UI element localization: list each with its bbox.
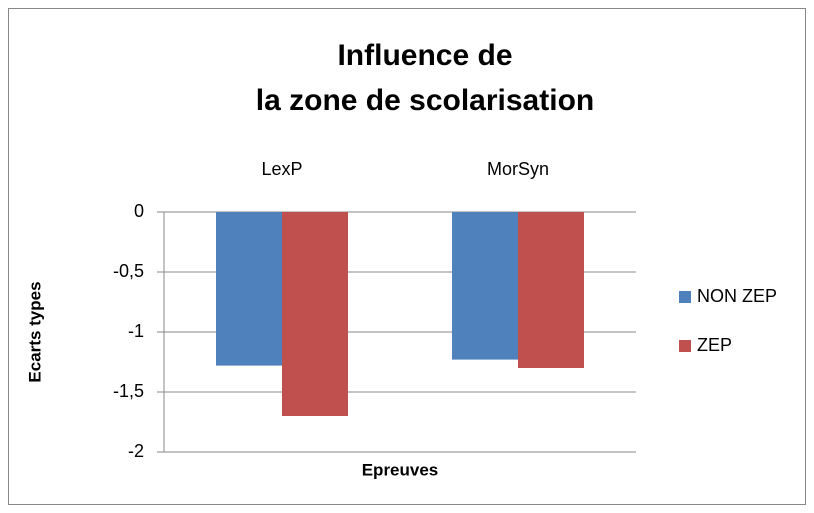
y-tick-label: -1,5 bbox=[113, 381, 144, 401]
y-tick-label: 0 bbox=[134, 201, 144, 221]
legend-label: ZEP bbox=[697, 335, 732, 355]
chart-title-line: la zone de scolarisation bbox=[256, 84, 594, 117]
bar bbox=[216, 212, 282, 366]
y-tick-label: -1 bbox=[128, 321, 144, 341]
y-tick-label: -2 bbox=[128, 441, 144, 461]
category-label: MorSyn bbox=[487, 159, 549, 179]
x-axis-title: Epreuves bbox=[362, 460, 439, 479]
bar bbox=[282, 212, 348, 416]
legend-swatch bbox=[679, 340, 691, 352]
bar bbox=[518, 212, 584, 368]
chart-title-line: Influence de bbox=[337, 39, 512, 72]
bar bbox=[452, 212, 518, 360]
y-axis-title: Ecarts types bbox=[25, 281, 44, 382]
category-label: LexP bbox=[261, 159, 302, 179]
y-tick-label: -0,5 bbox=[113, 261, 144, 281]
legend-swatch bbox=[679, 291, 691, 303]
legend-label: NON ZEP bbox=[697, 286, 777, 306]
chart-border bbox=[8, 8, 806, 505]
